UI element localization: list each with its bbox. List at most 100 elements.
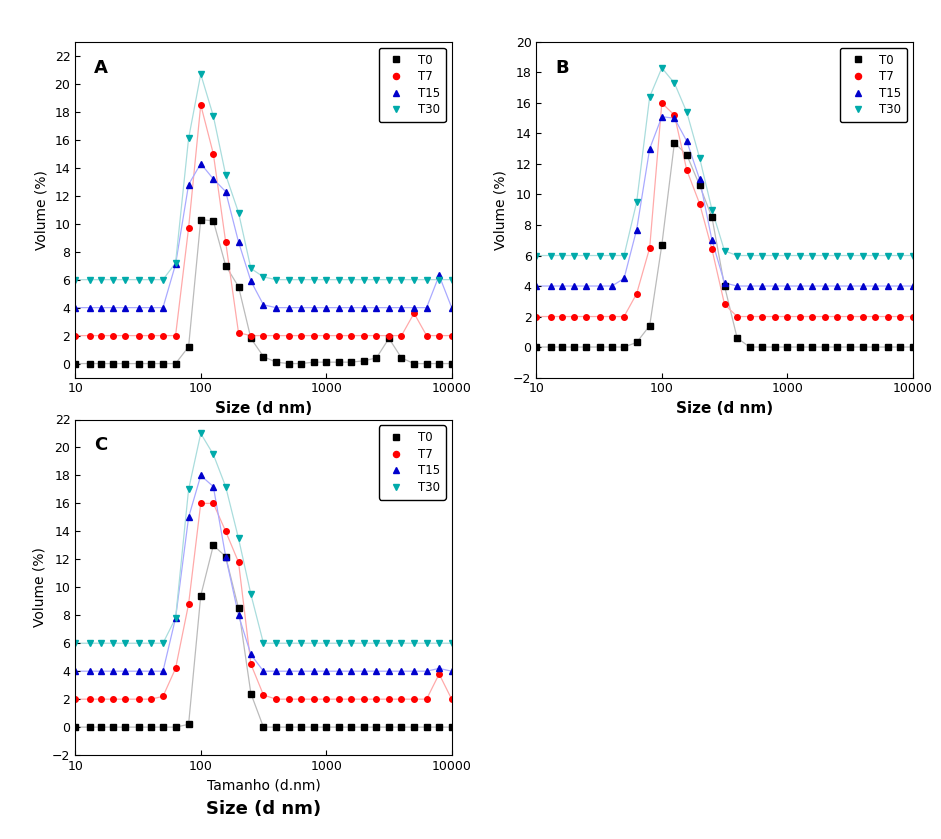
- T7: [806, 311, 818, 321]
- T30: [568, 251, 580, 261]
- T0: [895, 342, 906, 352]
- T7: [434, 669, 445, 679]
- T7: [857, 311, 869, 321]
- T7: [782, 311, 793, 321]
- T0: [568, 342, 580, 352]
- T30: [308, 274, 319, 284]
- T15: [396, 666, 407, 676]
- T30: [869, 251, 881, 261]
- T15: [107, 303, 119, 313]
- T0: [731, 333, 742, 343]
- T30: [258, 272, 269, 282]
- T0: [531, 342, 542, 352]
- T30: [383, 274, 394, 284]
- T15: [446, 303, 457, 313]
- T0: [545, 342, 556, 352]
- T0: [631, 337, 643, 347]
- T7: [95, 694, 106, 704]
- T0: [321, 722, 332, 732]
- T0: [421, 358, 432, 368]
- T0: [408, 722, 420, 732]
- T30: [107, 274, 119, 284]
- Line: T15: T15: [72, 472, 455, 674]
- T7: [95, 331, 106, 341]
- T0: [170, 358, 182, 368]
- T30: [882, 251, 893, 261]
- T0: [882, 342, 893, 352]
- T15: [857, 281, 869, 291]
- T30: [170, 613, 182, 623]
- T0: [258, 722, 269, 732]
- T7: [618, 311, 630, 321]
- T7: [731, 311, 742, 321]
- T15: [421, 303, 432, 313]
- T0: [769, 342, 780, 352]
- T30: [333, 274, 344, 284]
- T30: [145, 274, 156, 284]
- T0: [321, 357, 332, 367]
- T30: [383, 638, 394, 649]
- T15: [782, 281, 793, 291]
- T0: [270, 357, 281, 367]
- T15: [618, 274, 630, 284]
- T0: [95, 358, 106, 368]
- T15: [220, 186, 231, 196]
- Y-axis label: Volume (%): Volume (%): [33, 547, 46, 628]
- T0: [333, 357, 344, 367]
- T30: [371, 274, 382, 284]
- T30: [434, 638, 445, 649]
- T30: [120, 638, 131, 649]
- T15: [95, 666, 106, 676]
- T30: [545, 251, 556, 261]
- T7: [359, 331, 370, 341]
- T7: [371, 331, 382, 341]
- T0: [183, 719, 194, 729]
- Line: T7: T7: [72, 501, 455, 702]
- T7: [195, 498, 206, 508]
- T7: [283, 331, 295, 341]
- T0: [782, 342, 793, 352]
- T7: [232, 557, 244, 567]
- T15: [556, 281, 567, 291]
- T0: [371, 722, 382, 732]
- Y-axis label: Volume (%): Volume (%): [35, 169, 49, 250]
- T30: [359, 638, 370, 649]
- T7: [270, 331, 281, 341]
- T7: [545, 311, 556, 321]
- T15: [70, 666, 81, 676]
- T30: [832, 251, 843, 261]
- T30: [531, 251, 542, 261]
- T30: [895, 251, 906, 261]
- T15: [731, 281, 742, 291]
- T30: [694, 153, 705, 163]
- T30: [556, 251, 567, 261]
- T0: [232, 603, 244, 613]
- T15: [232, 610, 244, 620]
- T15: [581, 281, 592, 291]
- T15: [333, 303, 344, 313]
- T7: [421, 694, 432, 704]
- T30: [246, 263, 257, 274]
- T7: [396, 694, 407, 704]
- T30: [84, 638, 95, 649]
- T30: [757, 251, 768, 261]
- T0: [195, 215, 206, 225]
- Line: T7: T7: [534, 100, 916, 320]
- T30: [84, 274, 95, 284]
- T30: [195, 429, 206, 439]
- T15: [208, 174, 219, 184]
- T15: [421, 666, 432, 676]
- T15: [258, 300, 269, 310]
- T30: [195, 69, 206, 79]
- T30: [421, 638, 432, 649]
- T15: [333, 666, 344, 676]
- T15: [568, 281, 580, 291]
- T30: [618, 251, 630, 261]
- T0: [857, 342, 869, 352]
- T30: [707, 205, 718, 215]
- Line: T0: T0: [72, 543, 455, 730]
- T30: [170, 258, 182, 268]
- T15: [345, 666, 357, 676]
- T7: [820, 311, 831, 321]
- T0: [794, 342, 805, 352]
